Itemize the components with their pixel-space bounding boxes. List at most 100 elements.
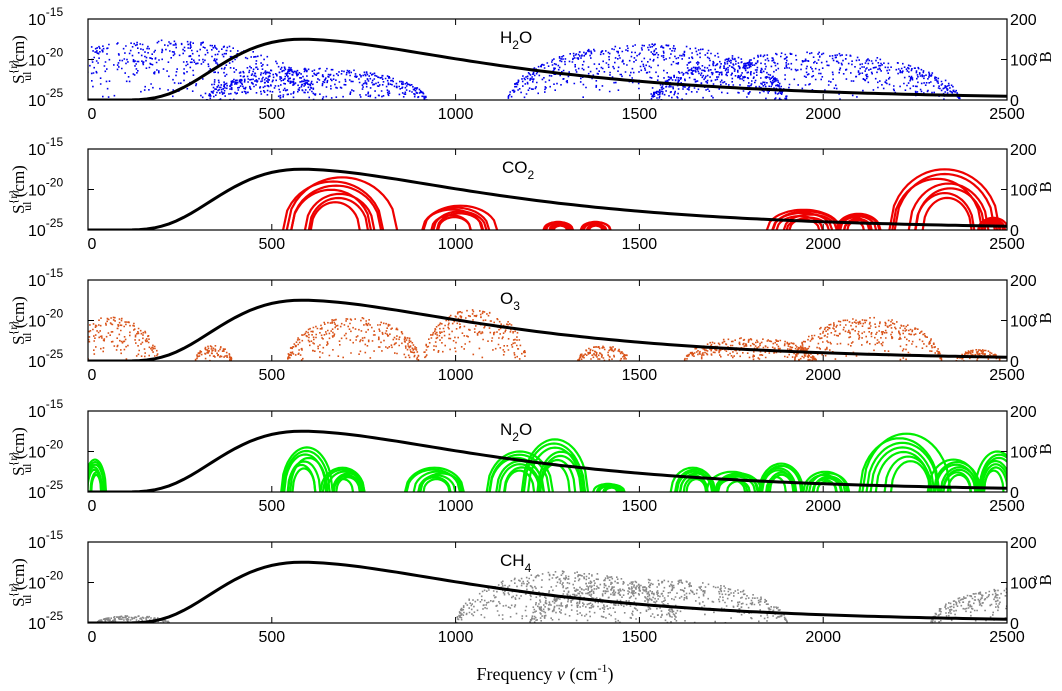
tilde-accent: ~ [1026, 52, 1045, 61]
x-tick-label: 1500 [622, 629, 658, 646]
y-tick-label: 10-25 [28, 216, 63, 240]
y2-axis-label: B [1036, 51, 1055, 62]
y2-axis-label: B [1036, 312, 1055, 323]
band-arc [869, 446, 936, 492]
band-arc [974, 450, 1007, 492]
band-arc [332, 474, 363, 492]
spectral-lines [88, 298, 1007, 361]
x-tick-label: 1500 [622, 498, 658, 515]
y2-tick-label: 100 [1010, 576, 1037, 593]
band-arc [888, 168, 1001, 230]
band-points [423, 309, 526, 360]
x-tick-label: 500 [258, 367, 285, 384]
band-arc [592, 482, 624, 492]
y2-tick-label: 100 [1010, 445, 1037, 462]
molecule-label: CH4 [500, 551, 532, 575]
band-arc [88, 463, 106, 492]
x-tick-label: 0 [88, 236, 97, 253]
band-arc [889, 460, 932, 492]
y-tick-label: 10-15 [28, 397, 63, 421]
band-arc [835, 212, 882, 230]
band-arc [290, 188, 372, 230]
band-points [955, 349, 1001, 361]
band-points [650, 51, 961, 100]
y-tick-label: 10-15 [28, 5, 63, 29]
y-axis-label: S{r}ul (cm) [6, 427, 34, 476]
band-arc [405, 468, 461, 492]
band-arc [978, 453, 1007, 492]
band-arc [303, 192, 376, 230]
molecule-label: N2O [500, 420, 532, 444]
band-arc [283, 453, 328, 492]
x-axis-label: Frequency ν (cm-1) [477, 661, 614, 685]
x-tick-label: 2000 [805, 367, 841, 384]
molecule-label: H2O [500, 28, 532, 52]
band-arc [321, 468, 364, 492]
band-points [95, 615, 170, 623]
y2-tick-label: 100 [1010, 314, 1037, 331]
band-arc [907, 182, 990, 230]
y2-tick-label: 0 [1010, 223, 1019, 240]
x-tick-label: 0 [88, 629, 97, 646]
band-arc [307, 196, 369, 230]
x-tick-label: 1000 [438, 106, 474, 123]
y-tick-label: 10-15 [28, 135, 63, 159]
plot-frame [87, 541, 1008, 624]
y-axis-label: S{r}ul (cm) [6, 558, 34, 607]
planck-curve [88, 37, 1007, 100]
band-arc [88, 458, 108, 492]
y2-axis-label: B [1036, 443, 1055, 454]
band-arc [286, 460, 322, 492]
y-tick-label: 10-15 [28, 528, 63, 552]
y-tick-label: 10-25 [28, 86, 63, 110]
band-arc [982, 466, 1007, 492]
band-arc [335, 476, 361, 492]
band-arc [980, 463, 1007, 492]
x-tick-label: 1500 [622, 236, 658, 253]
y2-tick-label: 0 [1010, 485, 1019, 502]
y2-tick-label: 100 [1010, 53, 1037, 70]
spectral-lines [88, 560, 1007, 623]
y-tick-label: 10-25 [28, 347, 63, 371]
band-arc [520, 438, 590, 492]
band-arc [422, 204, 499, 230]
x-tick-label: 2000 [805, 106, 841, 123]
x-tick-label: 500 [258, 629, 285, 646]
band-arc [282, 180, 385, 230]
molecule-label: CO2 [502, 158, 535, 182]
x-tick-label: 2500 [989, 629, 1025, 646]
band-arc [921, 196, 973, 230]
x-tick-label: 1500 [622, 106, 658, 123]
band-points [529, 578, 788, 623]
y2-tick-label: 100 [1010, 183, 1037, 200]
band-arc [768, 473, 795, 492]
y2-tick-label: 0 [1010, 616, 1019, 633]
band-arc [941, 468, 977, 492]
spectral-lines [88, 167, 1007, 230]
band-points [287, 317, 420, 361]
band-arc [290, 184, 383, 230]
x-tick-label: 2000 [805, 236, 841, 253]
y-axis-label: S{r}ul (cm) [6, 165, 34, 214]
y-tick-label: 10-20 [28, 46, 63, 70]
band-points [576, 345, 628, 361]
band-arc [865, 441, 940, 492]
spectral-lines [88, 37, 1007, 100]
tilde-accent: ~ [1026, 444, 1045, 453]
y2-tick-label: 0 [1010, 93, 1019, 110]
x-tick-label: 2500 [989, 236, 1025, 253]
x-tick-label: 0 [88, 106, 97, 123]
y-tick-label: 10-15 [28, 266, 63, 290]
panel-1: 0 500 1000 1500 2000 250010-1510-2010-2520010… [6, 135, 1055, 253]
band-arc [432, 210, 488, 230]
y-tick-label: 10-20 [28, 176, 63, 200]
spectral-lines [88, 429, 1007, 492]
band-arc [669, 466, 716, 492]
tilde-accent: ~ [1026, 182, 1045, 191]
panel-3: 0 500 1000 1500 2000 250010-1510-2010-2520010… [6, 397, 1055, 515]
band-points [794, 316, 943, 361]
panel-4: 0 500 1000 1500 2000 250010-1510-2010-2520010… [6, 528, 1055, 646]
x-tick-label: 1000 [438, 629, 474, 646]
x-tick-label: 500 [258, 106, 285, 123]
planck-curve [88, 298, 1007, 361]
